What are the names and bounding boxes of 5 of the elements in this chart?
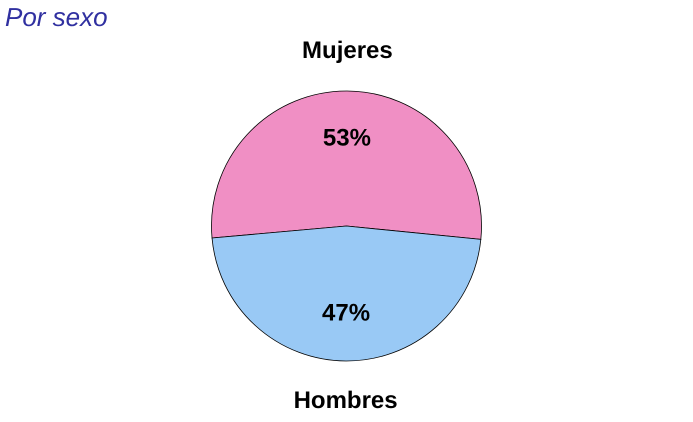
slice-label: Hombres	[294, 387, 398, 414]
slice-label: Mujeres	[302, 37, 393, 64]
data-label: 53%	[322, 124, 371, 152]
chart-title: Por sexo	[5, 2, 108, 32]
data-label: 47%	[322, 300, 370, 327]
